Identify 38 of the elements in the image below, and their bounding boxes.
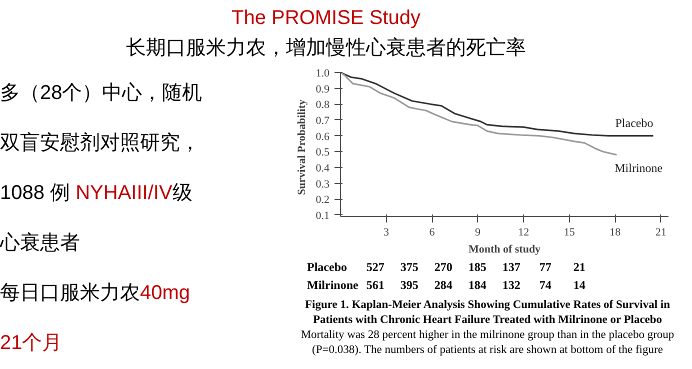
y-tick-label: 1.0	[316, 68, 330, 80]
y-tick-label: 0.6	[316, 130, 330, 143]
text: 多（28个）中心，随机	[0, 82, 202, 104]
series-label: Milrinone	[614, 160, 663, 175]
caption: Figure 1. Kaplan-Meier Analysis Showing Cumulative Rates of Survival in Patients with Chronic Heart Failure Treated with Milrinone or Placebo	[304, 299, 670, 326]
y-tick-label: 0.2	[316, 194, 330, 206]
text: Placebo 527 375 270 185 137 77 21	[307, 260, 586, 274]
x-tick-label: 6	[429, 226, 436, 238]
x-tick-label: 21	[655, 226, 666, 238]
x-tick-label: 15	[564, 226, 576, 238]
y-tick-label: 0.8	[316, 99, 330, 112]
x-tick-label: 3	[384, 226, 390, 238]
text: 1088 例	[0, 182, 72, 204]
x-axis-title: Month of study	[468, 244, 542, 256]
chart-subtitle: 长期口服米力农，增加慢性心衰患者的死亡率	[125, 36, 527, 61]
y-tick-label: 0.1	[316, 210, 330, 222]
text: Mortality was 28 percent higher in the milrinone group than in the placebo group (P=0.038). The numbers of patients at risk are shown at bottom of the figure	[300, 329, 674, 356]
x-tick-label: 12	[518, 226, 530, 238]
y-tick-label: 0.3	[316, 178, 330, 190]
text: 心衰患者	[0, 232, 80, 254]
text: 双盲安慰剂对照研究，	[0, 132, 200, 154]
x-tick-label: 18	[610, 226, 622, 238]
text: 40mg	[140, 282, 190, 304]
y-tick-label: 0.7	[316, 114, 330, 127]
text: 21个月	[0, 332, 62, 354]
y-axis-title: Survival Probability	[296, 99, 308, 195]
text: 每日口服米力农	[0, 282, 140, 304]
y-tick-label: 0.4	[316, 162, 330, 174]
text: 级	[172, 182, 192, 204]
x-tick-label: 9	[475, 226, 482, 238]
y-tick-label: 0.5	[316, 146, 330, 159]
series-label: Placebo	[615, 116, 654, 130]
chart-title: The PROMISE Study	[230, 6, 422, 31]
y-tick-label: 0.9	[316, 83, 330, 96]
line-series	[340, 72, 654, 137]
text: Milrinone 561 395 284 184 132 74 14	[307, 278, 586, 292]
line-series	[340, 72, 618, 156]
text: NYHAIII/IV	[76, 182, 172, 204]
